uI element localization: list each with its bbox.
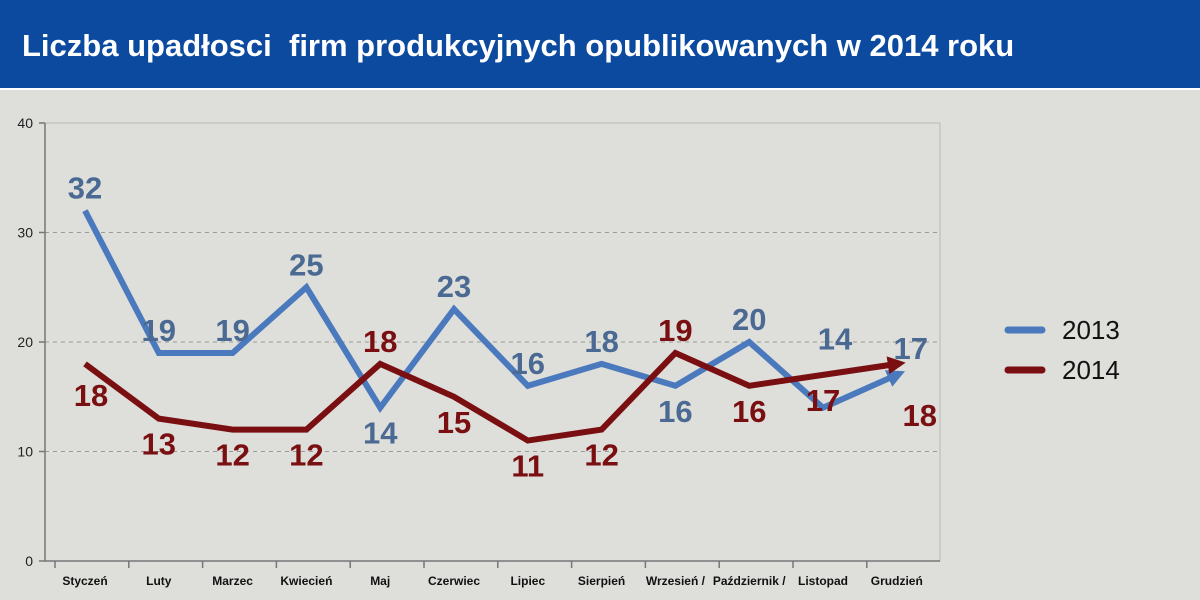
x-tick-label: Październik / bbox=[713, 574, 786, 588]
x-tick-label: Marzec bbox=[212, 574, 253, 588]
data-label-2014: 13 bbox=[142, 427, 176, 462]
legend: 2013 2014 bbox=[1004, 315, 1120, 385]
y-tick-label: 10 bbox=[17, 444, 33, 460]
x-tick-label: Maj bbox=[370, 574, 390, 588]
data-label-2014: 16 bbox=[732, 394, 766, 429]
data-label-2014: 18 bbox=[74, 378, 108, 413]
data-label-2014: 12 bbox=[289, 438, 323, 473]
x-tick-label: Kwiecień bbox=[280, 574, 332, 588]
data-label-2014: 19 bbox=[658, 313, 692, 348]
data-label-2014: 12 bbox=[584, 438, 618, 473]
x-tick-label: Styczeń bbox=[62, 574, 107, 588]
x-tick-label: Listopad bbox=[798, 574, 848, 588]
x-tick-label: Grudzień bbox=[871, 574, 923, 588]
x-tick-label: Luty bbox=[146, 574, 172, 588]
data-label-2014: 17 bbox=[806, 383, 840, 418]
data-label-2013: 32 bbox=[68, 171, 102, 206]
data-label-2014: 12 bbox=[215, 438, 249, 473]
x-tick-label: Sierpień bbox=[578, 574, 625, 588]
series-line-2014 bbox=[83, 349, 906, 444]
data-label-2014: 18 bbox=[363, 324, 397, 359]
data-label-2014: 15 bbox=[437, 405, 471, 440]
series-line-2013 bbox=[82, 209, 906, 414]
data-label-2013: 18 bbox=[584, 324, 618, 359]
data-label-2014: 18 bbox=[903, 398, 937, 433]
y-tick-label: 0 bbox=[25, 553, 33, 569]
data-label-2013: 25 bbox=[289, 247, 323, 282]
y-tick-label: 20 bbox=[17, 334, 33, 350]
data-label-2013: 16 bbox=[511, 346, 545, 381]
data-label-2013: 19 bbox=[215, 313, 249, 348]
x-tick-label: Lipiec bbox=[510, 574, 545, 588]
data-label-2013: 23 bbox=[437, 269, 471, 304]
data-label-2013: 16 bbox=[658, 394, 692, 429]
title-bar: Liczba upadłosci firm produkcyjnych opub… bbox=[0, 0, 1200, 90]
x-tick-label: Czerwiec bbox=[428, 574, 480, 588]
y-tick-label: 30 bbox=[17, 225, 33, 241]
x-tick-label: Wrzesień / bbox=[646, 574, 706, 588]
data-label-2013: 20 bbox=[732, 302, 766, 337]
data-label-2013: 14 bbox=[363, 416, 398, 451]
chart-title: Liczba upadłosci firm produkcyjnych opub… bbox=[22, 28, 1015, 63]
data-label-layer: 32 19 19 25 14 23 16 18 16 20 14 17 18 13 12 12 18 15 11 12… bbox=[68, 171, 937, 484]
axis-layer: 0 10 20 30 40 Styczeń Luty Marzec Kwiecień Maj Cze… bbox=[17, 115, 940, 588]
data-label-2013: 14 bbox=[818, 322, 853, 357]
data-label-2013: 19 bbox=[142, 313, 176, 348]
grid-layer bbox=[45, 122, 941, 561]
y-tick-label: 40 bbox=[17, 115, 33, 131]
legend-label-2014: 2014 bbox=[1062, 355, 1120, 385]
data-label-2013: 17 bbox=[894, 331, 928, 366]
legend-label-2013: 2013 bbox=[1062, 315, 1120, 345]
data-label-2014: 11 bbox=[511, 449, 544, 484]
series-layer bbox=[82, 209, 906, 444]
